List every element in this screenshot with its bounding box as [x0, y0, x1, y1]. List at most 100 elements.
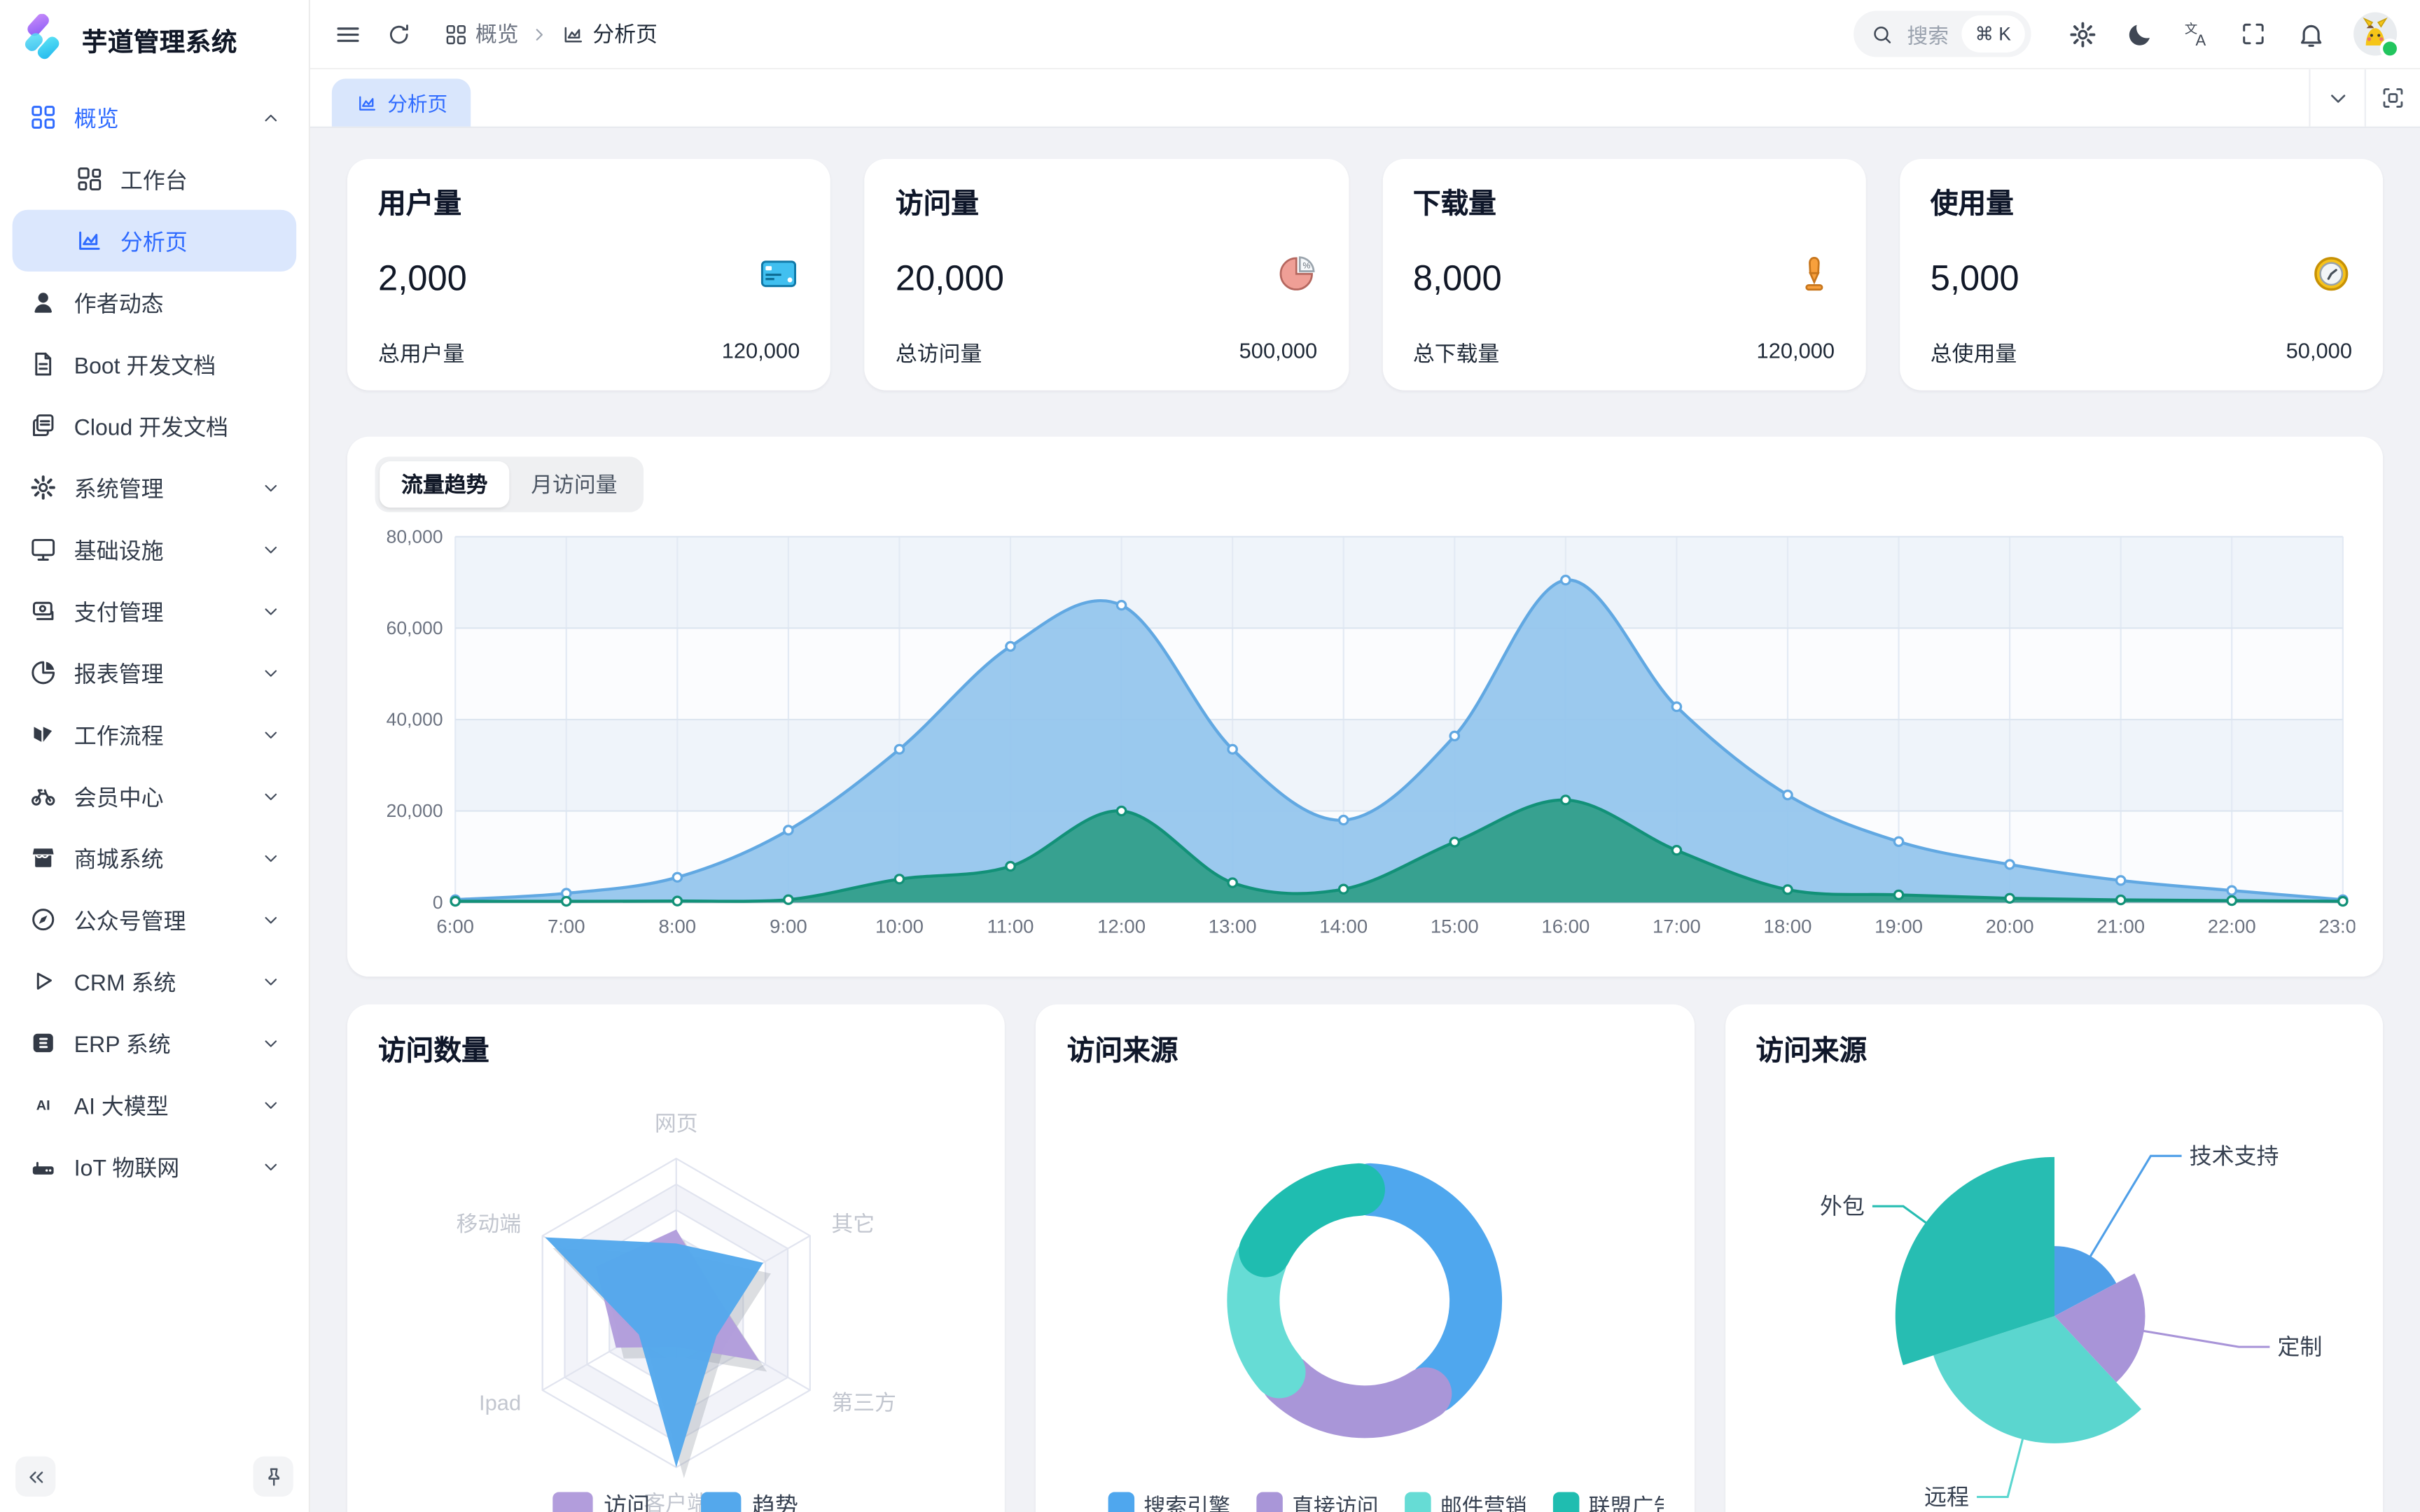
svg-text:A: A [2195, 31, 2206, 49]
search-icon [1870, 22, 1895, 46]
refresh-icon[interactable] [383, 18, 414, 49]
svg-text:外包: 外包 [1819, 1194, 1864, 1219]
app-title: 芋道管理系统 [81, 29, 238, 57]
sidebar-pin-button[interactable] [253, 1456, 293, 1497]
sidebar-item-workflow[interactable]: 工作流程 [13, 704, 297, 765]
grid-icon [28, 102, 59, 132]
svg-text:邮件营销: 邮件营销 [1441, 1494, 1528, 1512]
legend-item[interactable]: 访问 [552, 1492, 650, 1512]
stat-value: 20,000 [895, 256, 1004, 298]
sidebar-item-ai[interactable]: AI AI 大模型 [13, 1074, 297, 1135]
avatar[interactable] [2352, 10, 2400, 59]
app-logo-icon [22, 13, 68, 67]
sidebar-item-label: ERP 系统 [74, 1032, 171, 1058]
gear-icon [28, 472, 59, 503]
stat-card-clock: 使用量 5,000 总使用量 50,000 [1899, 159, 2384, 391]
svg-text:17:00: 17:00 [1653, 916, 1701, 937]
sidebar-item-workbench[interactable]: 工作台 [13, 148, 297, 210]
legend-item[interactable]: 联盟广告 [1553, 1492, 1664, 1512]
svg-text:20:00: 20:00 [1986, 916, 2034, 937]
svg-text:文: 文 [2185, 22, 2197, 36]
chevron-down-icon [260, 724, 281, 745]
sidebar-item-iot[interactable]: IoT 物联网 [13, 1135, 297, 1197]
sidebar-menu: 概览工作台分析页作者动态 Boot 开发文档 Cloud 开发文档 系统管理基础设施支… [0, 80, 309, 1444]
sidebar-item-system[interactable]: 系统管理 [13, 456, 297, 518]
sidebar-item-cloud-docs[interactable]: Cloud 开发文档 [13, 395, 297, 456]
app-logo-row[interactable]: 芋道管理系统 [0, 0, 309, 80]
chevron-down-icon [260, 477, 281, 498]
sidebar-item-label: 支付管理 [74, 601, 164, 626]
sidebar-item-label: 基础设施 [74, 539, 164, 564]
legend-item[interactable]: 搜索引擎 [1108, 1492, 1231, 1512]
sidebar-item-label: 概览 [74, 107, 119, 132]
segment-traffic-trend[interactable]: 流量趋势 [380, 461, 510, 508]
tab-maximize-button[interactable] [2364, 69, 2420, 127]
sidebar-item-member[interactable]: 会员中心 [13, 765, 297, 827]
stat-card-download-arrow: 下载量 8,000 总下载量 120,000 [1382, 159, 1866, 391]
stat-card-pie-percent: 访问量 20,000% 总访问量 500,000 [864, 159, 1349, 391]
tab-analysis[interactable]: 分析页 [331, 78, 471, 127]
grid-icon [443, 22, 468, 46]
chart-segmented-control: 流量趋势 月访问量 [375, 456, 644, 512]
stat-title: 使用量 [1930, 188, 2014, 219]
bottom-cards-row: 访问数量 网页 其它 第三方 客户端 Ipad 移动端 访问 趋势 访问来源 搜索引擎 直接访问… [347, 1004, 2384, 1512]
sidebar-item-mp[interactable]: 公众号管理 [13, 889, 297, 951]
legend-item[interactable]: 直接访问 [1257, 1492, 1379, 1512]
chevron-down-icon [260, 539, 281, 559]
search-shortcut-badge: ⌘ K [1961, 15, 2025, 52]
analysis-icon [560, 22, 585, 46]
stat-footer-label: 总访问量 [895, 341, 982, 366]
sidebar-item-author-news[interactable]: 作者动态 [13, 272, 297, 333]
legend-item[interactable]: 趋势 [701, 1492, 798, 1512]
sidebar-item-infrastructure[interactable]: 基础设施 [13, 519, 297, 580]
svg-text:60,000: 60,000 [387, 617, 443, 638]
search-placeholder: 搜索 [1907, 24, 1949, 48]
sidebar-item-payment[interactable]: 支付管理 [13, 580, 297, 642]
chevron-down-icon [260, 1095, 281, 1115]
sidebar-item-crm[interactable]: CRM 系统 [13, 951, 297, 1012]
ai-icon: AI [28, 1089, 59, 1120]
segment-monthly-visits[interactable]: 月访问量 [531, 472, 618, 497]
tab-bar: 分析页 [310, 69, 2420, 128]
mall-icon [28, 842, 59, 873]
card-title: 访问来源 [1755, 1035, 1868, 1067]
user-icon [28, 287, 59, 318]
breadcrumb-analysis[interactable]: 分析页 [560, 18, 658, 49]
sidebar-item-label: 分析页 [120, 230, 188, 255]
svg-text:访问: 访问 [604, 1493, 650, 1512]
hamburger-menu-icon[interactable] [332, 18, 363, 49]
sidebar-item-boot-docs[interactable]: Boot 开发文档 [13, 333, 297, 395]
chevron-down-icon [260, 1156, 281, 1177]
sidebar-item-analysis[interactable]: 分析页 [12, 209, 297, 272]
breadcrumb-overview[interactable]: 概览 [443, 18, 519, 49]
svg-text:6:00: 6:00 [436, 916, 474, 937]
moon-icon[interactable] [2124, 18, 2155, 49]
sidebar-footer [0, 1444, 309, 1512]
search-input[interactable]: 搜索 ⌘ K [1853, 10, 2031, 57]
sidebar-item-erp[interactable]: ERP 系统 [13, 1012, 297, 1074]
svg-text:16:00: 16:00 [1541, 916, 1590, 937]
stat-value: 5,000 [1930, 256, 2019, 298]
sidebar-item-overview[interactable]: 概览 [13, 86, 297, 148]
stat-cards-row: 用户量 2,000 总用户量 120,000 访问量 20,000% 总访问量 500,000… [347, 159, 2384, 391]
gear-icon[interactable] [2066, 18, 2097, 49]
pie-percent-icon: % [1276, 253, 1318, 302]
fullscreen-icon[interactable] [2238, 18, 2269, 49]
sidebar-item-report[interactable]: 报表管理 [13, 642, 297, 704]
svg-text:80,000: 80,000 [387, 526, 443, 547]
svg-text:11:00: 11:00 [987, 916, 1034, 937]
chevron-down-icon [260, 1033, 281, 1054]
sidebar-item-mall[interactable]: 商城系统 [13, 827, 297, 888]
bell-icon[interactable] [2295, 18, 2325, 49]
legend-item[interactable]: 邮件营销 [1405, 1492, 1527, 1512]
iot-icon [28, 1151, 59, 1182]
stat-footer-label: 总使用量 [1930, 341, 2017, 366]
sidebar-collapse-button[interactable] [15, 1456, 56, 1497]
erp-icon [28, 1028, 59, 1058]
sidebar-item-label: IoT 物联网 [74, 1156, 180, 1182]
tab-options-chevron-button[interactable] [2309, 69, 2364, 127]
doc-icon [28, 349, 59, 379]
svg-text:技术支持: 技术支持 [2189, 1143, 2279, 1168]
